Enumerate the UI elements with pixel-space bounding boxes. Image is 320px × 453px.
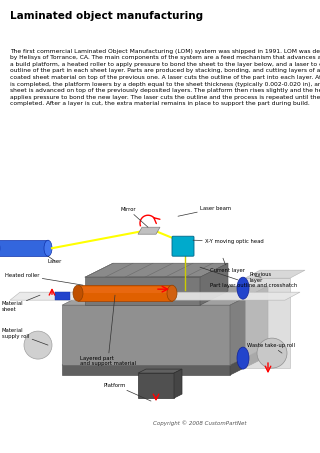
Text: Waste take-up roll: Waste take-up roll [247,342,295,353]
Ellipse shape [237,277,249,299]
Text: Platform: Platform [104,383,151,401]
Polygon shape [138,227,160,234]
Ellipse shape [257,338,287,368]
Polygon shape [78,285,172,301]
Polygon shape [138,369,182,373]
Polygon shape [62,286,268,305]
Polygon shape [85,263,228,277]
Polygon shape [62,305,230,365]
Text: Material
sheet: Material sheet [2,295,40,312]
Text: X-Y moving optic head: X-Y moving optic head [193,239,264,244]
FancyBboxPatch shape [172,236,194,256]
Polygon shape [245,270,305,278]
Text: Laser beam: Laser beam [178,206,231,216]
Text: Heated roller: Heated roller [5,273,83,285]
Polygon shape [55,292,70,300]
Text: Laminated object manufacturing: Laminated object manufacturing [10,10,203,20]
Polygon shape [78,287,172,293]
Polygon shape [62,365,230,375]
Text: The first commercial Laminated Object Manufacturing (LOM) system was shipped in : The first commercial Laminated Object Ma… [10,48,320,106]
Polygon shape [174,369,182,398]
Ellipse shape [237,347,249,369]
Ellipse shape [24,331,52,359]
Polygon shape [138,373,174,398]
Polygon shape [245,278,290,368]
Polygon shape [0,240,48,256]
Polygon shape [200,263,228,305]
Text: Copyright © 2008 CustomPartNet: Copyright © 2008 CustomPartNet [153,420,247,426]
Polygon shape [230,346,268,375]
Text: Part layer outline and crosshatch: Part layer outline and crosshatch [200,267,297,288]
Ellipse shape [167,285,177,301]
Polygon shape [10,292,300,300]
Polygon shape [85,277,200,305]
Text: Mirror: Mirror [120,207,148,227]
Ellipse shape [73,285,83,301]
Text: Previous
layer: Previous layer [250,272,272,283]
Text: Laser: Laser [48,256,62,264]
Polygon shape [62,346,268,365]
Ellipse shape [44,240,52,256]
Text: Current layer: Current layer [210,258,245,273]
Text: Material
supply roll: Material supply roll [2,328,48,345]
Text: Layered part
and support material: Layered part and support material [80,295,136,366]
Polygon shape [230,286,268,365]
